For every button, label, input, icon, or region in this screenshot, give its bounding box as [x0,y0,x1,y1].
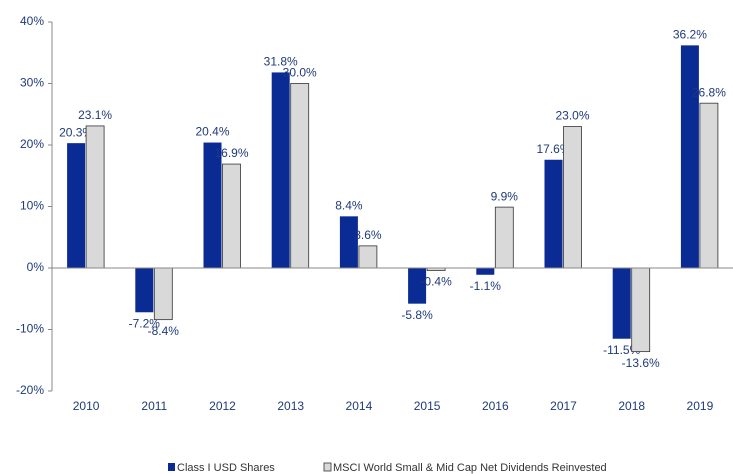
x-tick-label: 2011 [141,399,167,413]
x-tick-label: 2017 [550,399,577,413]
data-label: -8.4% [148,324,180,338]
bar [339,216,358,268]
data-label: 36.2% [673,28,707,42]
data-label: 8.4% [335,199,363,213]
bar [203,142,222,268]
x-tick-label: 2010 [73,399,100,413]
x-tick-label: 2014 [346,399,373,413]
bar [85,125,105,269]
bar [494,206,514,269]
bar [408,268,427,304]
data-label: 20.4% [195,125,229,139]
data-label: 23.0% [555,109,589,123]
bar [612,268,631,339]
bar [67,143,86,268]
data-label: 31.8% [264,55,298,69]
data-label: -7.2% [129,316,161,330]
y-tick-label: 30% [20,76,44,90]
y-tick-label: -20% [16,383,44,397]
data-label: -5.8% [401,308,433,322]
data-label: 16.9% [214,146,248,160]
bar [631,267,651,353]
bar [153,267,173,321]
bar [271,72,290,269]
bar [544,159,563,268]
data-label: -13.6% [622,356,660,370]
data-label: 17.6% [536,142,570,156]
data-label: -1.1% [470,279,502,293]
legend-swatch [168,463,175,471]
data-label: -11.5% [603,343,640,357]
x-tick-label: 2012 [209,399,236,413]
data-label: 26.8% [692,85,726,99]
bar [563,126,582,269]
bar [358,245,378,269]
x-tick-label: 2016 [482,399,509,413]
data-label: 3.6% [354,228,382,242]
data-label: 23.1% [78,108,112,122]
x-tick-label: 2019 [687,399,714,413]
data-label: 20.3% [59,125,93,139]
bar [290,83,310,269]
data-label: 30.0% [283,66,317,80]
bar [476,268,495,275]
legend-swatch [323,462,332,472]
x-tick-label: 2015 [414,399,441,413]
y-tick-label: 10% [20,199,44,213]
data-label: 9.9% [491,189,519,203]
bar [680,45,699,269]
y-tick-label: 40% [20,14,44,28]
x-tick-label: 2018 [618,399,645,413]
legend-label: Class I USD Shares [177,462,275,474]
y-tick-label: 20% [20,137,44,151]
bar [135,268,154,313]
y-tick-label: 0% [27,260,45,274]
y-tick-label: -10% [16,322,44,336]
x-tick-label: 2013 [277,399,304,413]
legend-label: MSCI World Small & Mid Cap Net Dividends… [333,462,607,474]
bar [222,163,241,269]
data-label: -0.4% [420,275,452,289]
bar [699,102,719,269]
